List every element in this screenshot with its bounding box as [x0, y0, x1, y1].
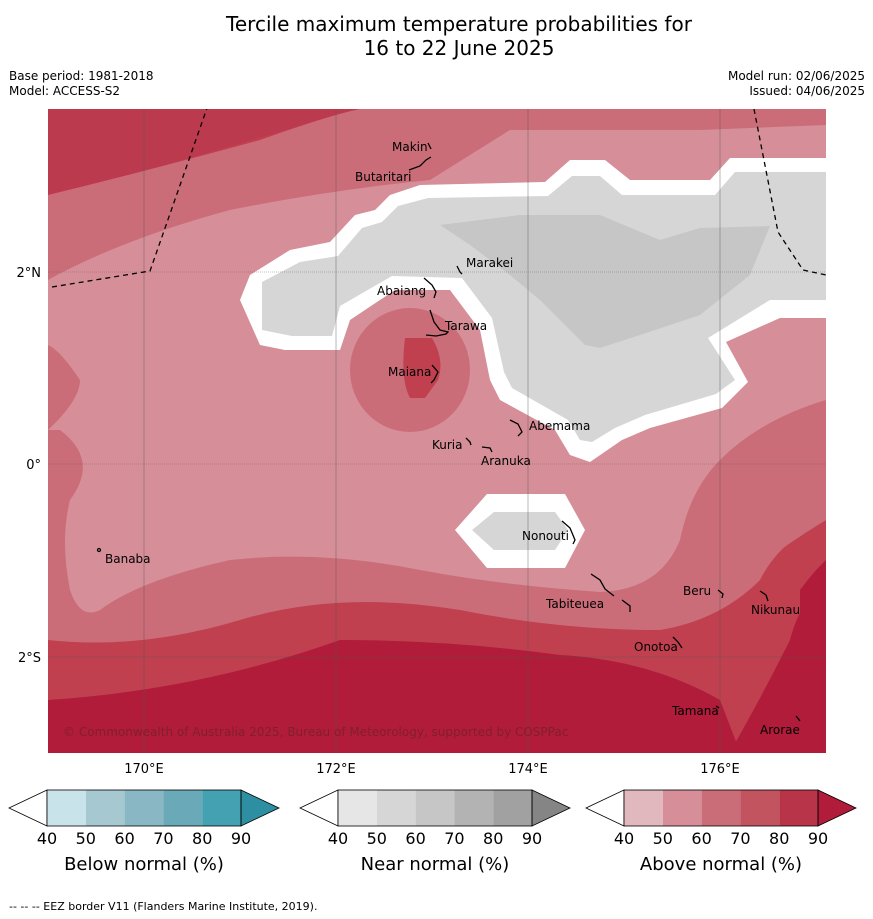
island-label: Arorae [760, 723, 800, 737]
colorbar-cap-low [8, 789, 48, 827]
colorbar-tick-label: 50 [367, 829, 387, 848]
colorbar-tick-label: 60 [405, 829, 425, 848]
island-label: Banaba [105, 552, 151, 566]
lat-tick: 2°S [18, 651, 41, 666]
island-label: Abaiang [377, 284, 426, 298]
map-panel: © Commonwealth of Australia 2025, Bureau… [48, 109, 826, 753]
meta-right: Model run: 02/06/2025 Issued: 04/06/2025 [728, 69, 865, 99]
colorbar-segment [163, 790, 203, 826]
island-label: Marakei [466, 256, 513, 270]
colorbar-tick-label: 50 [76, 829, 96, 848]
axis-labels: 2°N 0° 2°S 170°E 172°E 174°E 176°E [17, 266, 740, 777]
colorbar-segment [624, 790, 663, 826]
island-label: Nonouti [522, 529, 569, 543]
colorbar-segment [493, 790, 532, 826]
colorbar-tick-label: 50 [653, 829, 673, 848]
colorbar-segment [454, 790, 494, 826]
colorbar-segment [202, 790, 241, 826]
colorbar-tick-label: 70 [730, 829, 750, 848]
colorbar-segment [740, 790, 780, 826]
base-period: Base period: 1981-2018 [9, 69, 154, 83]
island-label: Aranuka [481, 454, 531, 468]
island-label: Onotoa [634, 640, 678, 654]
colorbar-segment [415, 790, 455, 826]
island-label: Beru [683, 584, 711, 598]
colorbar-tick-label: 40 [614, 829, 634, 848]
zone-above-90-east [800, 560, 826, 650]
island-label: Butaritari [355, 170, 412, 184]
colorbar-below-normal: 40 50 60 70 80 90 Below normal (%) [8, 789, 280, 875]
colorbar-tick-label: 40 [328, 829, 348, 848]
colorbar-tick-label: 80 [483, 829, 503, 848]
title-line-2: 16 to 22 June 2025 [363, 36, 555, 60]
title-line-1: Tercile maximum temperature probabilitie… [226, 12, 692, 36]
zone-above-70-east [690, 400, 826, 600]
colorbar-segment [701, 790, 741, 826]
footer-note: -- -- -- EEZ border V11 (Flanders Marine… [9, 900, 318, 913]
colorbar-cap-high [531, 789, 571, 827]
colorbar-tick-label: 60 [114, 829, 134, 848]
colorbar-frame [337, 789, 533, 827]
colorbar-tick-label: 90 [231, 829, 251, 848]
colorbar-segment [779, 790, 818, 826]
island-outlines [96, 142, 801, 722]
issued-date: Issued: 04/06/2025 [749, 84, 865, 98]
map-title: Tercile maximum temperature probabilitie… [0, 12, 873, 60]
model-name: Model: ACCESS-S2 [9, 84, 121, 98]
colorbar-title: Above normal (%) [640, 854, 802, 875]
island-label: Tarawa [444, 319, 487, 333]
colorbar-tick-label: 60 [691, 829, 711, 848]
colorbar-segment [85, 790, 125, 826]
island-label: Abemama [529, 419, 590, 433]
colorbar-tick-label: 80 [192, 829, 212, 848]
model-run: Model run: 02/06/2025 [727, 69, 865, 83]
colorbar-frame [46, 789, 242, 827]
colorbar-tick-label: 70 [153, 829, 173, 848]
zone-near-60 [440, 215, 770, 348]
island-label: Kuria [432, 438, 463, 452]
colorbar-cap-high [817, 789, 857, 827]
island-label: Tamana [671, 704, 719, 718]
colorbar-title: Near normal (%) [361, 854, 510, 875]
colorbar-cap-high [240, 789, 280, 827]
lon-tick: 170°E [124, 762, 164, 777]
colorbar-segment [47, 790, 86, 826]
colorbar-tick-label: 70 [444, 829, 464, 848]
colorbar-segment [338, 790, 377, 826]
colorbar-title: Below normal (%) [64, 854, 224, 875]
meta-left: Base period: 1981-2018 Model: ACCESS-S2 [9, 69, 154, 99]
colorbar-tick-label: 90 [522, 829, 542, 848]
colorbar-frame [623, 789, 819, 827]
lon-tick: 172°E [316, 762, 356, 777]
island-label: Nikunau [751, 603, 800, 617]
colorbar-tick-label: 40 [37, 829, 57, 848]
island-label: Makin [392, 140, 428, 154]
colorbar-segment [662, 790, 702, 826]
island-label: Maiana [388, 365, 431, 379]
colorbar-segment [376, 790, 416, 826]
copyright: © Commonwealth of Australia 2025, Bureau… [63, 725, 568, 739]
colorbar-cap-low [299, 789, 339, 827]
colorbar-above-normal: 40 50 60 70 80 90 Above normal (%) [585, 789, 857, 875]
lat-tick: 0° [26, 458, 41, 473]
lat-tick: 2°N [17, 266, 42, 281]
lon-tick: 176°E [700, 762, 740, 777]
colorbar-tick-label: 90 [808, 829, 828, 848]
zone-above-90-south [48, 640, 740, 752]
nonouti-near-50 [472, 512, 568, 550]
colorbar-tick-label: 80 [769, 829, 789, 848]
colorbar-cap-low [585, 789, 625, 827]
colorbar-near-normal: 40 50 60 70 80 90 Near normal (%) [299, 789, 571, 875]
colorbar-segment [124, 790, 164, 826]
island-labels: Makin Butaritari Marakei Abaiang Tarawa … [105, 140, 800, 737]
zone-above-80-nw [48, 109, 360, 195]
lon-tick: 174°E [508, 762, 548, 777]
island-label: Tabiteuea [545, 597, 604, 611]
eez-border [51, 109, 826, 288]
graticule [48, 109, 826, 753]
